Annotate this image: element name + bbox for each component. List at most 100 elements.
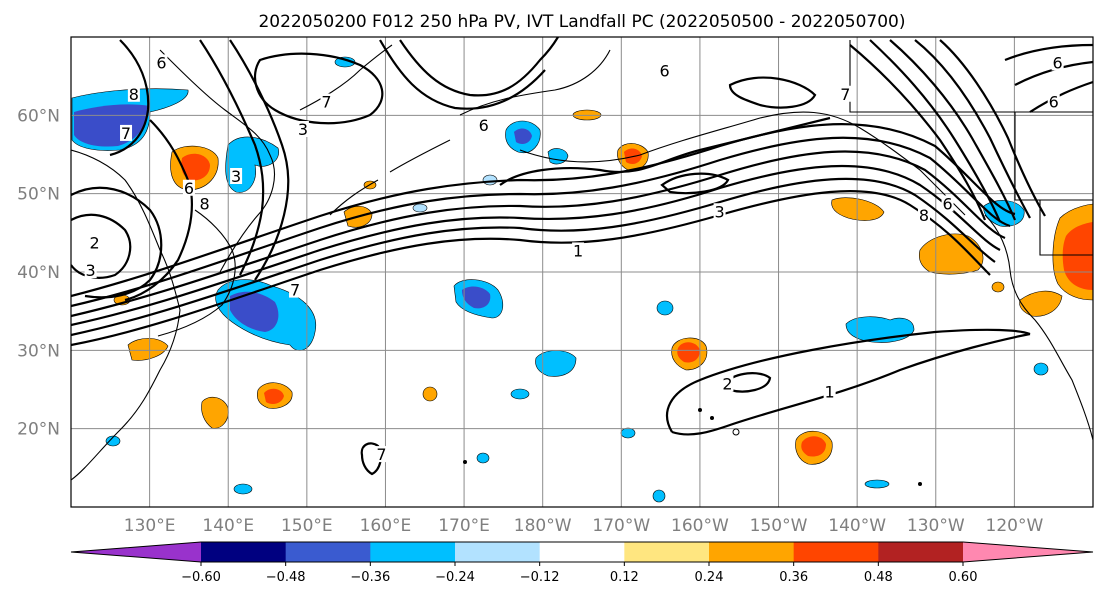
pv-contour-line <box>109 39 150 157</box>
shade-neg-region <box>652 489 666 503</box>
contour-label: 2 <box>722 375 732 394</box>
pv-contour-line <box>399 37 559 97</box>
pacific-island <box>463 460 467 464</box>
shade-pos-region <box>422 386 438 402</box>
longitude-tick-label: 130°E <box>124 516 176 536</box>
map-frame <box>70 36 1094 508</box>
pv-contour-line <box>71 177 996 337</box>
colorbar-segment <box>455 542 541 562</box>
shade-neg-region <box>510 388 530 400</box>
contour-label: 6 <box>156 53 166 72</box>
longitude-tick-label: 140°E <box>202 516 254 536</box>
longitude-tick-label: 150°W <box>750 516 808 536</box>
latitude-tick-label: 40°N <box>17 263 60 283</box>
shade-pos-core <box>181 153 210 181</box>
latitude-tick-labels: 20°N 30°N 40°N 50°N 60°N <box>17 106 60 439</box>
figure-title: 2022050200 F012 250 hPa PV, IVT Landfall… <box>258 12 905 32</box>
canada-borders <box>849 40 1093 201</box>
coastlines <box>71 40 1093 486</box>
contour-label: 6 <box>1049 93 1059 112</box>
contour-label-background <box>182 179 195 196</box>
us-state-borders <box>1039 200 1093 256</box>
pv-contour-line <box>71 150 1006 318</box>
contour-label-background <box>1047 93 1060 110</box>
pv-contour-line <box>360 442 382 476</box>
shade-neg-core <box>230 291 279 332</box>
pv-contour-line <box>939 39 1046 217</box>
shade-pos-region <box>991 281 1005 293</box>
shade-pos-core <box>1062 222 1093 290</box>
hawaii-island <box>710 416 714 420</box>
colorbar-tick-label: −0.36 <box>350 570 390 585</box>
latitude-tick-label: 30°N <box>17 341 60 361</box>
contour-label-background <box>296 121 309 137</box>
contour-label: 6 <box>659 61 669 80</box>
contour-label: 8 <box>919 206 929 225</box>
longitude-tick-label: 160°E <box>360 516 412 536</box>
contour-label-background <box>941 195 954 212</box>
colorbar-segment <box>370 542 456 562</box>
shade-pos-core <box>264 388 284 404</box>
kamchatka-coastline <box>299 44 393 111</box>
shade-neg-region <box>412 203 428 213</box>
colorbar-tick-label: 0.24 <box>695 570 724 585</box>
contour-label: 2 <box>89 234 99 253</box>
contour-label-background <box>289 281 302 298</box>
contour-label: 1 <box>573 241 583 260</box>
contour-label-background <box>230 168 243 184</box>
contour-label-background <box>120 124 133 141</box>
longitude-tick-labels: 130°E 140°E 150°E 160°E 170°E 180°W 170°W 160°W… <box>124 516 1044 536</box>
colorbar-tick-label: −0.60 <box>181 570 221 585</box>
colorbar: −0.60 −0.48 −0.36 −0.24 −0.12 0.12 0.24 0.36 0.4… <box>70 541 1094 585</box>
pv-contour-line <box>889 39 1017 221</box>
contour-label-background <box>713 203 726 220</box>
contour-label: 7 <box>376 445 386 464</box>
shade-pos-region <box>1019 290 1063 317</box>
shade-neg-core <box>462 286 491 309</box>
contour-label-background <box>127 85 140 102</box>
longitude-tick-label: 130°W <box>907 516 965 536</box>
pv-contour-line <box>849 44 987 221</box>
colorbar-extend-low <box>71 542 201 562</box>
contour-label-background <box>917 207 930 224</box>
contour-label: 7 <box>321 93 331 112</box>
colorbar-tick-label: 0.36 <box>779 570 808 585</box>
pv-contour-line <box>71 136 1011 308</box>
pv-contour-line <box>728 76 817 109</box>
longitude-tick-label: 120°W <box>986 516 1044 536</box>
longitude-tick-label: 180°W <box>514 516 572 536</box>
hawaii-island <box>698 408 702 412</box>
colorbar-segment <box>793 542 879 562</box>
contour-label-background <box>198 195 211 212</box>
contour-label: 8 <box>129 85 139 104</box>
colorbar-segment <box>624 542 710 562</box>
asia-coastline <box>71 149 181 481</box>
longitude-tick-label: 140°W <box>828 516 886 536</box>
colorbar-segment <box>878 542 964 562</box>
shade-neg-region <box>620 427 636 439</box>
pv-contour-line <box>71 186 163 299</box>
shade-neg-region <box>864 479 890 489</box>
colorbar-segment <box>709 542 795 562</box>
contour-label: 7 <box>121 124 131 143</box>
pacific-island <box>918 482 922 486</box>
longitude-tick-label: 160°W <box>671 516 729 536</box>
contour-label: 6 <box>1053 53 1063 72</box>
colorbar-tick-label: −0.12 <box>520 570 560 585</box>
shade-neg-region <box>105 435 121 447</box>
shade-pos-core <box>801 436 826 457</box>
colorbar-segment <box>201 542 287 562</box>
contour-label: 6 <box>942 194 952 213</box>
contour-label-background <box>84 262 97 278</box>
pv-contour-line <box>499 116 831 186</box>
colorbar-segment <box>539 542 625 562</box>
shade-pos-region <box>201 396 229 429</box>
contour-label: 8 <box>200 194 210 213</box>
contour-label: 7 <box>290 281 300 300</box>
pv-contour-line <box>379 39 546 110</box>
longitude-tick-label: 150°E <box>281 516 333 536</box>
latitude-tick-label: 60°N <box>17 106 60 126</box>
